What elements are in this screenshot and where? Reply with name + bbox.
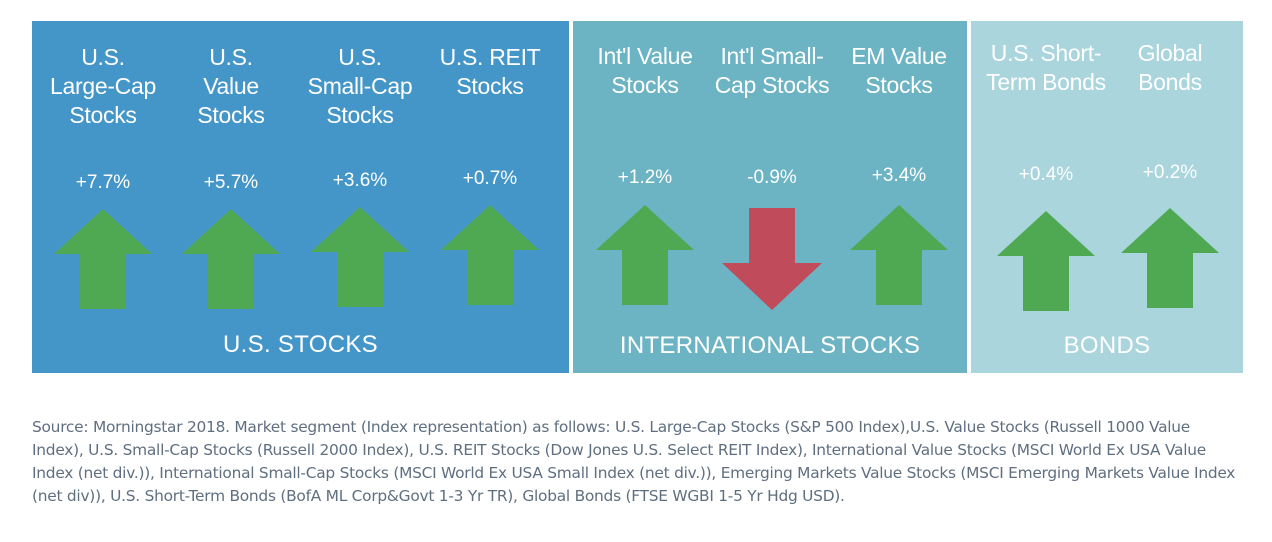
up-arrow-global-bonds [1121,208,1219,308]
category-label-u-s-short-term-bonds: U.S. Short- Term Bonds [976,39,1116,97]
up-arrow-u-s-large-cap-stocks [54,209,152,309]
category-label-u-s-value-stocks: U.S. Value Stocks [161,43,301,130]
category-label-line: Stocks [456,73,524,99]
value-label-em-value-stocks: +3.4% [871,165,927,186]
us-stocks-panel [32,21,569,373]
value-label-int-l-value-stocks: +1.2% [617,167,673,188]
category-label-line: Cap Stocks [714,72,830,98]
category-label-global-bonds: Global Bonds [1100,39,1240,97]
category-label-line: Stocks [197,102,265,128]
source-note: Source: Morningstar 2018. Market segment… [32,418,1236,505]
category-label-line: Global [1137,40,1203,66]
value-label-int-l-small-cap-stocks: -0.9% [747,167,797,188]
category-label-line: U.S. [81,44,125,70]
value-label-u-s-value-stocks: +5.7% [203,172,259,193]
value-label-u-s-large-cap-stocks: +7.7% [75,172,131,193]
group-title-bonds: BONDS [1063,332,1151,359]
value-label-u-s-short-term-bonds: +0.4% [1018,164,1074,185]
category-label-int-l-small-cap-stocks: Int'l Small- Cap Stocks [702,42,842,100]
category-label-u-s-large-cap-stocks: U.S. Large-Cap Stocks [33,43,173,130]
category-label-line: U.S. REIT [439,44,541,70]
category-label-line: Stocks [69,102,137,128]
value-label-u-s-reit-stocks: +0.7% [462,168,518,189]
down-arrow-int-l-small-cap-stocks [722,208,822,310]
group-title-us-stocks: U.S. STOCKS [223,331,378,358]
category-label-line: U.S. [338,44,382,70]
category-label-int-l-value-stocks: Int'l Value Stocks [575,42,715,100]
category-label-line: Int'l Small- [720,43,824,69]
up-arrow-u-s-value-stocks [182,209,280,309]
category-label-line: Value [203,73,259,99]
category-label-line: Stocks [326,102,394,128]
category-label-line: Term Bonds [986,69,1106,95]
up-arrow-em-value-stocks [850,205,948,305]
category-label-line: Int'l Value [597,43,693,69]
category-label-line: Stocks [865,72,933,98]
up-arrow-u-s-reit-stocks [441,205,539,305]
category-label-em-value-stocks: EM Value Stocks [829,42,969,100]
international-stocks-panel [573,21,967,373]
category-label-line: U.S. Short- [990,40,1102,66]
up-arrow-int-l-value-stocks [596,205,694,305]
category-label-line: Small-Cap [307,73,413,99]
value-label-u-s-small-cap-stocks: +3.6% [332,170,388,191]
category-label-u-s-small-cap-stocks: U.S. Small-Cap Stocks [290,43,430,130]
value-label-global-bonds: +0.2% [1142,162,1198,183]
up-arrow-u-s-small-cap-stocks [311,207,409,307]
bonds-panel [971,21,1243,373]
category-label-line: Bonds [1138,69,1202,95]
up-arrow-u-s-short-term-bonds [997,211,1095,311]
group-title-international-stocks: INTERNATIONAL STOCKS [619,332,921,359]
category-label-line: U.S. [209,44,253,70]
category-label-u-s-reit-stocks: U.S. REIT Stocks [420,43,560,101]
category-label-line: Large-Cap [50,73,156,99]
category-label-line: EM Value [851,43,947,69]
category-label-line: Stocks [611,72,679,98]
